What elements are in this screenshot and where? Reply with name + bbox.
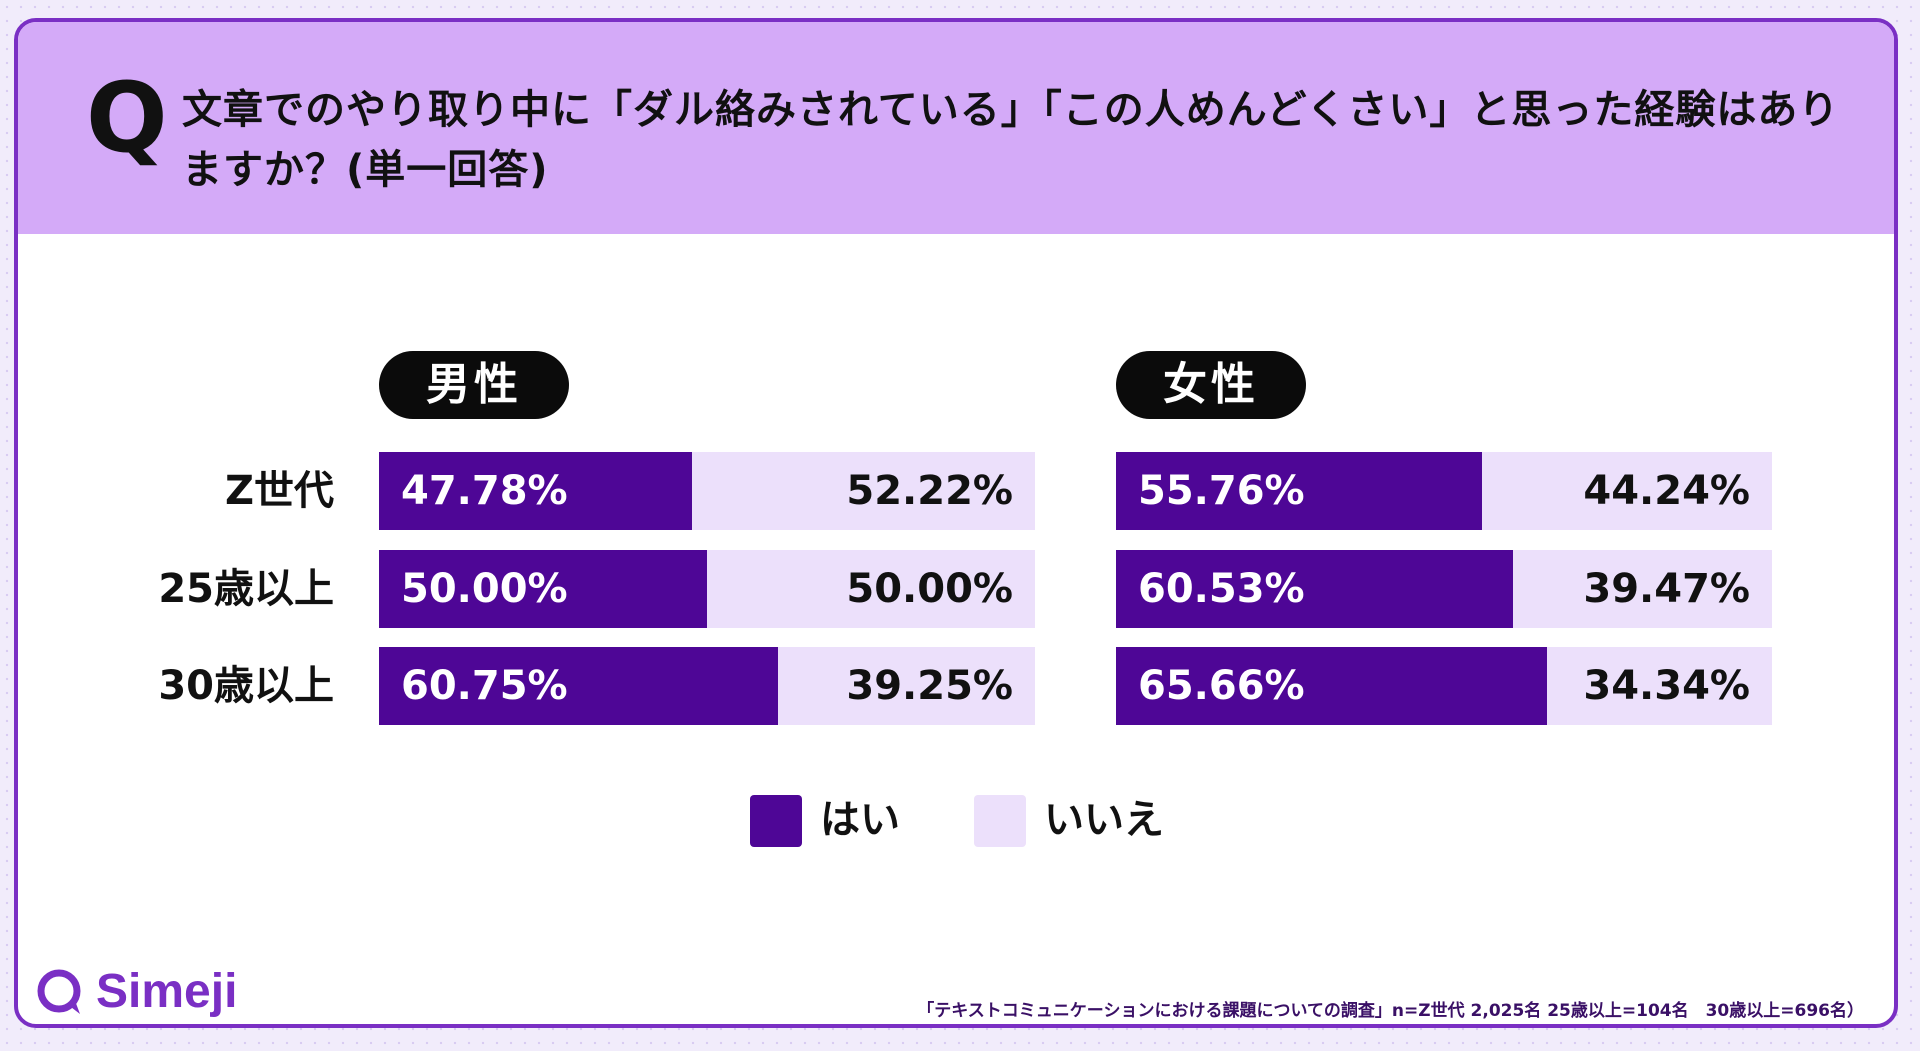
row-label: Z世代: [224, 468, 334, 514]
bar-no: 47.78% 52.22%: [379, 452, 1035, 530]
question-text: 文章でのやり取り中に「ダル絡みされている」「この人めんどくさい」と思った経験はあ…: [182, 87, 1840, 193]
bar-yes: [379, 550, 707, 628]
value-label-no: 34.34%: [1583, 663, 1750, 709]
value-label-no: 52.22%: [846, 468, 1013, 514]
bar-no: 60.53% 39.47%: [1116, 550, 1772, 628]
value-label-no: 39.25%: [846, 663, 1013, 709]
bar-no: 50.00% 50.00%: [379, 550, 1035, 628]
row-label: 25歳以上: [158, 566, 334, 612]
bar-yes: [379, 452, 693, 530]
bar-yes: [1116, 550, 1514, 628]
survey-card: Q 文章でのやり取り中に「ダル絡みされている」「この人めんどくさい」と思った経験…: [14, 18, 1898, 1028]
bar-yes: [379, 647, 778, 725]
logo-text: Simeji: [96, 965, 238, 1018]
legend-label-yes: はい: [820, 797, 900, 843]
value-label-yes: 55.76%: [1138, 468, 1305, 514]
legend: はい いいえ: [18, 794, 1894, 848]
legend-swatch-yes: [750, 795, 802, 847]
question-header: Q 文章でのやり取り中に「ダル絡みされている」「この人めんどくさい」と思った経験…: [18, 22, 1894, 234]
speech-bubble-icon: [37, 969, 81, 1014]
value-label-no: 39.47%: [1583, 566, 1750, 612]
bar-no: 65.66% 34.34%: [1116, 647, 1772, 725]
legend-swatch-no: [974, 795, 1026, 847]
value-label-yes: 60.53%: [1138, 566, 1305, 612]
value-label-no: 50.00%: [846, 566, 1013, 612]
value-label-yes: 60.75%: [401, 663, 568, 709]
panel-title-female: 女性: [1116, 351, 1306, 419]
bar-yes: [1116, 452, 1482, 530]
value-label-yes: 47.78%: [401, 468, 568, 514]
value-label-yes: 65.66%: [1138, 663, 1305, 709]
value-label-yes: 50.00%: [401, 566, 568, 612]
legend-label-no: いいえ: [1044, 797, 1164, 843]
source-footnote: 「テキストコミュニケーションにおける課題についての調査」n=Z世代 2,025名…: [917, 1001, 1864, 1021]
bar-no: 55.76% 44.24%: [1116, 452, 1772, 530]
q-mark: Q: [86, 62, 168, 174]
row-label: 30歳以上: [158, 663, 334, 709]
bar-no: 60.75% 39.25%: [379, 647, 1035, 725]
panel-title-male: 男性: [379, 351, 569, 419]
bar-yes: [1116, 647, 1547, 725]
value-label-no: 44.24%: [1583, 468, 1750, 514]
